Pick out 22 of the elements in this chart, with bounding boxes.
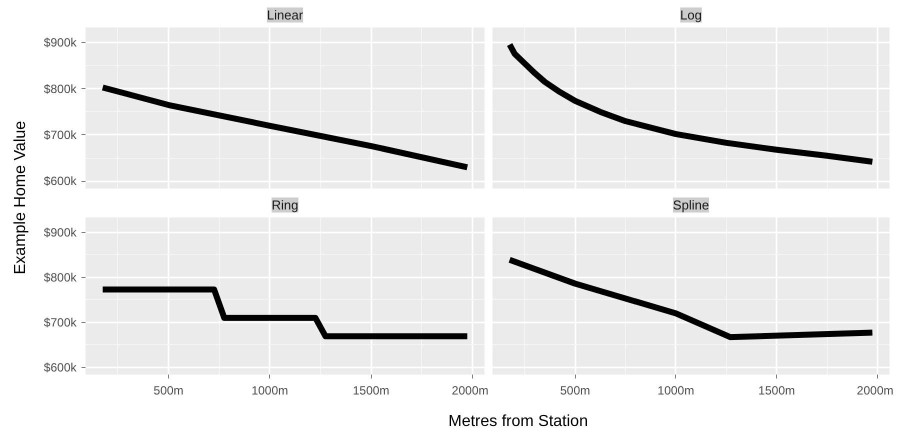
x-tick-label: 2000m: [452, 384, 489, 398]
y-tick-label: $800k: [44, 82, 78, 96]
y-tick-label: $700k: [44, 315, 78, 330]
y-tick-label: $600k: [44, 360, 78, 374]
chart-title: Ring: [272, 198, 298, 212]
chart-title: Spline: [672, 198, 710, 212]
x-tick-label: 500m: [154, 384, 184, 398]
x-tick-label: 1000m: [658, 384, 694, 398]
y-tick-label: $700k: [44, 128, 78, 142]
y-tick-label: $800k: [44, 270, 78, 284]
y-axis-title: Example Home Value: [12, 120, 29, 274]
y-tick-label: $600k: [44, 174, 78, 188]
x-axis-title: Metres from Station: [448, 412, 588, 430]
x-tick-label: 1000m: [251, 384, 288, 398]
y-tick-label: $900k: [44, 36, 78, 50]
chart-title: Linear: [266, 8, 304, 22]
chart-title: Log: [680, 8, 702, 22]
x-tick-label: 1500m: [758, 384, 796, 398]
y-tick-label: $900k: [44, 225, 78, 240]
x-tick-label: 2000m: [856, 384, 894, 398]
x-tick-label: 500m: [560, 384, 590, 398]
x-tick-label: 1500m: [352, 384, 390, 398]
